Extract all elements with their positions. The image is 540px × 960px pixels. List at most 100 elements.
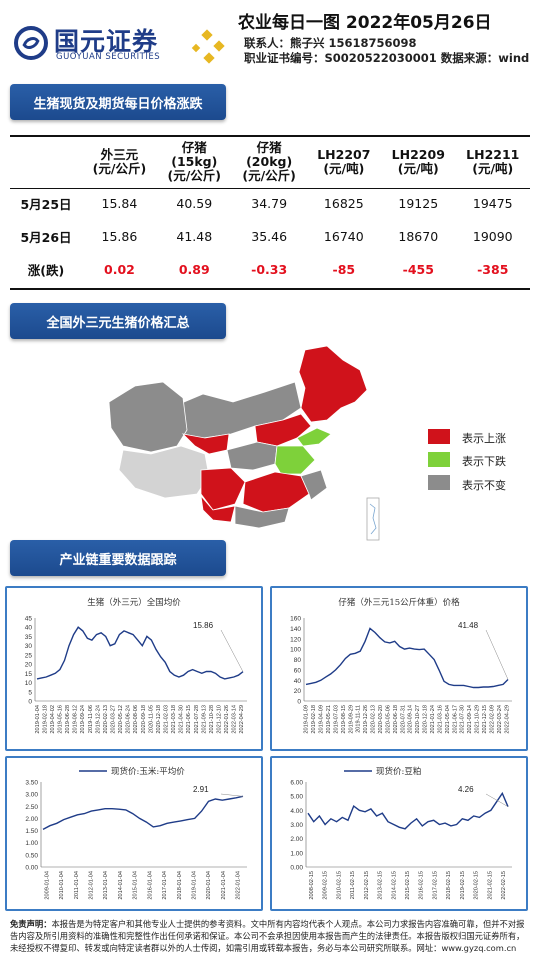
x-tick-label: 2019-04-09	[319, 705, 325, 734]
y-tick-label: 80	[294, 657, 302, 664]
table-cell: 16740	[323, 229, 364, 244]
x-tick-label: 2020-02-13	[103, 705, 109, 734]
table-row: 5月25日 15.84 40.59 34.79 16825 19125 1947…	[10, 187, 530, 220]
y-tick-label: 15	[25, 671, 33, 678]
x-tick-label: 2014-01-04	[118, 871, 124, 900]
x-tick-label: 2022-04-29	[504, 705, 510, 734]
table-cell: 41.48	[176, 229, 213, 244]
disclaimer: 免责声明：本报告是为特定客户和其他专业人士提供的参考资料。文中所有内容均代表个人…	[10, 918, 532, 954]
chart-panel-corn-price: 现货价:玉米:平均价 0.00 0.50 1.00 1.50 2.00 2.50 3.00 3.…	[5, 756, 263, 911]
chart-corn-price: 现货价:玉米:平均价 0.00 0.50 1.00 1.50 2.00 2.50 3.00 3.…	[25, 766, 247, 900]
table-cell: -85	[332, 262, 356, 277]
certificate-info: 职业证书编号：S0020522030001 数据来源：wind	[244, 51, 530, 65]
table-cell: 40.59	[176, 196, 213, 211]
y-tick-label: 0.00	[290, 865, 303, 872]
x-tick-label: 2019-09-24	[80, 705, 86, 734]
table-cell: 15.86	[101, 229, 138, 244]
y-tick-label: 3.00	[25, 792, 38, 799]
table-header-cell: LH2211 (元/吨)	[466, 147, 520, 176]
x-tick-label: 2010-01-04	[59, 871, 65, 900]
x-tick-label: 2019-11-11	[356, 705, 362, 733]
chart-soymeal-price: 现货价:豆粕 0.00 1.00 2.00 3.00 4.00 5.00 6.00 2008-0…	[290, 766, 512, 900]
annotation-label: 4.26	[458, 785, 474, 794]
series-line	[305, 627, 509, 689]
table-header-cell: LH2207 (元/吨)	[317, 147, 371, 176]
x-tick-label: 2020-01-04	[206, 871, 212, 900]
x-tick-label: 2020-08-06	[133, 705, 139, 734]
x-tick-label: 2020-05-12	[118, 705, 124, 734]
contact-info: 联系人：熊子兴 15618756098	[244, 36, 417, 50]
y-tick-label: 40	[294, 678, 302, 685]
x-tick-label: 2022-03-24	[497, 705, 503, 734]
y-tick-label: 0	[28, 699, 32, 706]
y-tick-label: 3.50	[25, 780, 38, 787]
x-tick-label: 2010-02-15	[336, 871, 342, 900]
legend-swatch-up	[428, 429, 450, 444]
x-tick-label: 2019-01-04	[35, 705, 41, 734]
x-tick-label: 2019-02-18	[42, 705, 48, 734]
y-tick-label: 5.00	[290, 794, 303, 801]
table-cell: -455	[402, 262, 434, 277]
x-tick-label: 2020-09-14	[408, 705, 414, 734]
x-tick-label: 2019-12-24	[95, 705, 101, 734]
map-region-east	[274, 445, 316, 475]
chart-panel-piglet-price: 仔猪（外三元15公斤体重）价格 0 20 40 60 80 100 120 140 160 2019…	[270, 586, 528, 751]
x-tick-label: 2020-07-31	[400, 705, 406, 734]
x-tick-label: 2019-02-18	[311, 705, 317, 734]
x-tick-label: 2020-05-06	[385, 705, 391, 734]
table-bottom-rule	[10, 288, 530, 290]
x-tick-label: 2019-07-03	[333, 705, 339, 734]
x-tick-label: 2019-08-15	[341, 705, 347, 734]
table-cell: -385	[477, 262, 509, 277]
x-tick-label: 2019-09-29	[348, 705, 354, 734]
table-cell: 16825	[323, 196, 364, 211]
x-tick-label: 2020-12-18	[156, 705, 162, 734]
y-tick-label: 0	[297, 699, 301, 706]
table-header-row: 外三元 (元/公斤) 仔猪 (15kg) (元/公斤) 仔猪 (20kg) (元/公斤) …	[10, 137, 530, 187]
x-tick-label: 2020-12-18	[423, 705, 429, 734]
map-region-guangdong	[234, 505, 290, 529]
x-tick-label: 2013-01-04	[103, 871, 109, 900]
table-cell: 19475	[472, 196, 513, 211]
x-tick-label: 2018-02-15	[446, 871, 452, 900]
section-title-map: 全国外三元生猪价格汇总	[10, 303, 226, 339]
chart-title: 现货价:豆粕	[376, 766, 421, 777]
y-tick-label: 25	[25, 652, 33, 659]
annotation-label: 15.86	[193, 621, 214, 630]
legend-label-down: 表示下跌	[462, 455, 506, 468]
table-cell: 15.84	[101, 196, 138, 211]
legend-label-up: 表示上涨	[462, 432, 506, 445]
table-cell: 0.89	[178, 262, 210, 277]
x-tick-label: 2021-12-15	[482, 705, 488, 734]
map-region-south	[242, 471, 310, 513]
x-tick-label: 2022-04-29	[239, 705, 245, 734]
table-row-change: 涨(跌) 0.02 0.89 -0.33 -85 -455 -385	[10, 253, 530, 286]
table-cell: 35.46	[251, 229, 288, 244]
annotation-label: 2.91	[193, 785, 209, 794]
x-tick-label: 2020-11-05	[148, 705, 154, 733]
table-cell: 0.02	[104, 262, 135, 277]
table-header-rule	[10, 188, 530, 189]
logo-english-text: GUOYUAN SECURITIES	[56, 52, 161, 62]
map-region-southwest	[200, 467, 246, 511]
chart-panel-hog-price: 生猪（外三元）全国均价 0 5 10 15 20 25 30 35 40 45 2019-01-04 2…	[5, 586, 263, 751]
y-tick-label: 1.00	[25, 840, 38, 847]
x-tick-label: 2014-02-15	[391, 871, 397, 900]
y-tick-label: 5	[28, 689, 32, 696]
x-tick-label: 2017-01-04	[162, 871, 168, 900]
china-map	[108, 345, 380, 541]
y-tick-label: 6.00	[290, 780, 303, 787]
chart-title: 生猪（外三元）全国均价	[87, 597, 181, 608]
x-tick-label: 2020-09-18	[141, 705, 147, 734]
x-tick-label: 2011-01-04	[74, 871, 80, 899]
map-inset-islands	[369, 503, 377, 535]
x-tick-label: 2022-01-26	[224, 705, 230, 734]
logo-text: 国元证券	[54, 27, 159, 56]
map-region-northwest	[108, 381, 188, 453]
annotation-leader	[220, 793, 244, 797]
y-tick-label: 120	[290, 636, 301, 643]
x-tick-label: 2021-09-14	[467, 705, 473, 734]
x-tick-label: 2022-03-14	[232, 705, 238, 734]
legend-label-unchanged: 表示不变	[462, 479, 506, 492]
